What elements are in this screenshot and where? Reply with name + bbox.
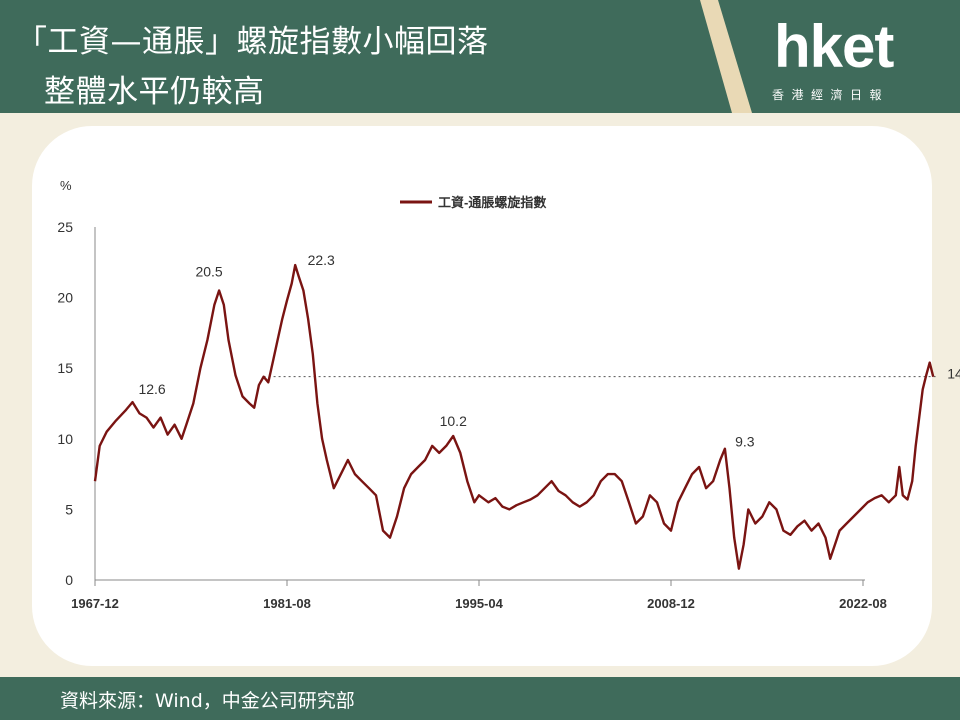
hket-logo: hket xyxy=(774,13,894,80)
x-tick-label: 2022-08 xyxy=(839,596,887,611)
y-tick-label: 5 xyxy=(65,501,73,517)
y-tick-label: 0 xyxy=(65,572,73,588)
header-background xyxy=(0,0,960,113)
x-tick-label: 1995-04 xyxy=(455,596,503,611)
data-label: 10.2 xyxy=(440,413,467,429)
y-axis-unit: % xyxy=(60,178,72,193)
footer-bar: 資料來源：Wind，中金公司研究部 xyxy=(0,677,960,720)
y-tick-label: 10 xyxy=(57,431,73,447)
data-label: 12.6 xyxy=(138,381,165,397)
legend-label: 工資-通脹螺旋指數 xyxy=(438,195,546,210)
page-title-line2: 整體水平仍較高 xyxy=(44,74,265,110)
data-label: 22.3 xyxy=(308,252,335,268)
hket-logo-subtitle: 香港經濟日報 xyxy=(772,88,890,102)
y-tick-label: 20 xyxy=(57,290,73,306)
x-tick-label: 1967-12 xyxy=(71,596,119,611)
data-label: 9.3 xyxy=(735,434,755,450)
chart-panel xyxy=(32,126,932,666)
header-bar: 「工資—通脹」螺旋指數小幅回落 整體水平仍較高 hket 香港經濟日報 xyxy=(0,0,960,113)
series-line xyxy=(93,263,935,570)
x-tick-label: 1981-08 xyxy=(263,596,311,611)
page-title-line1: 「工資—通脹」螺旋指數小幅回落 xyxy=(16,24,489,60)
x-tick-label: 2008-12 xyxy=(647,596,695,611)
source-note: 資料來源：Wind，中金公司研究部 xyxy=(60,690,355,712)
y-tick-label: 25 xyxy=(57,219,73,235)
y-tick-label: 15 xyxy=(57,360,73,376)
data-label: 20.5 xyxy=(195,264,222,280)
data-label: 14.4 xyxy=(947,366,960,382)
